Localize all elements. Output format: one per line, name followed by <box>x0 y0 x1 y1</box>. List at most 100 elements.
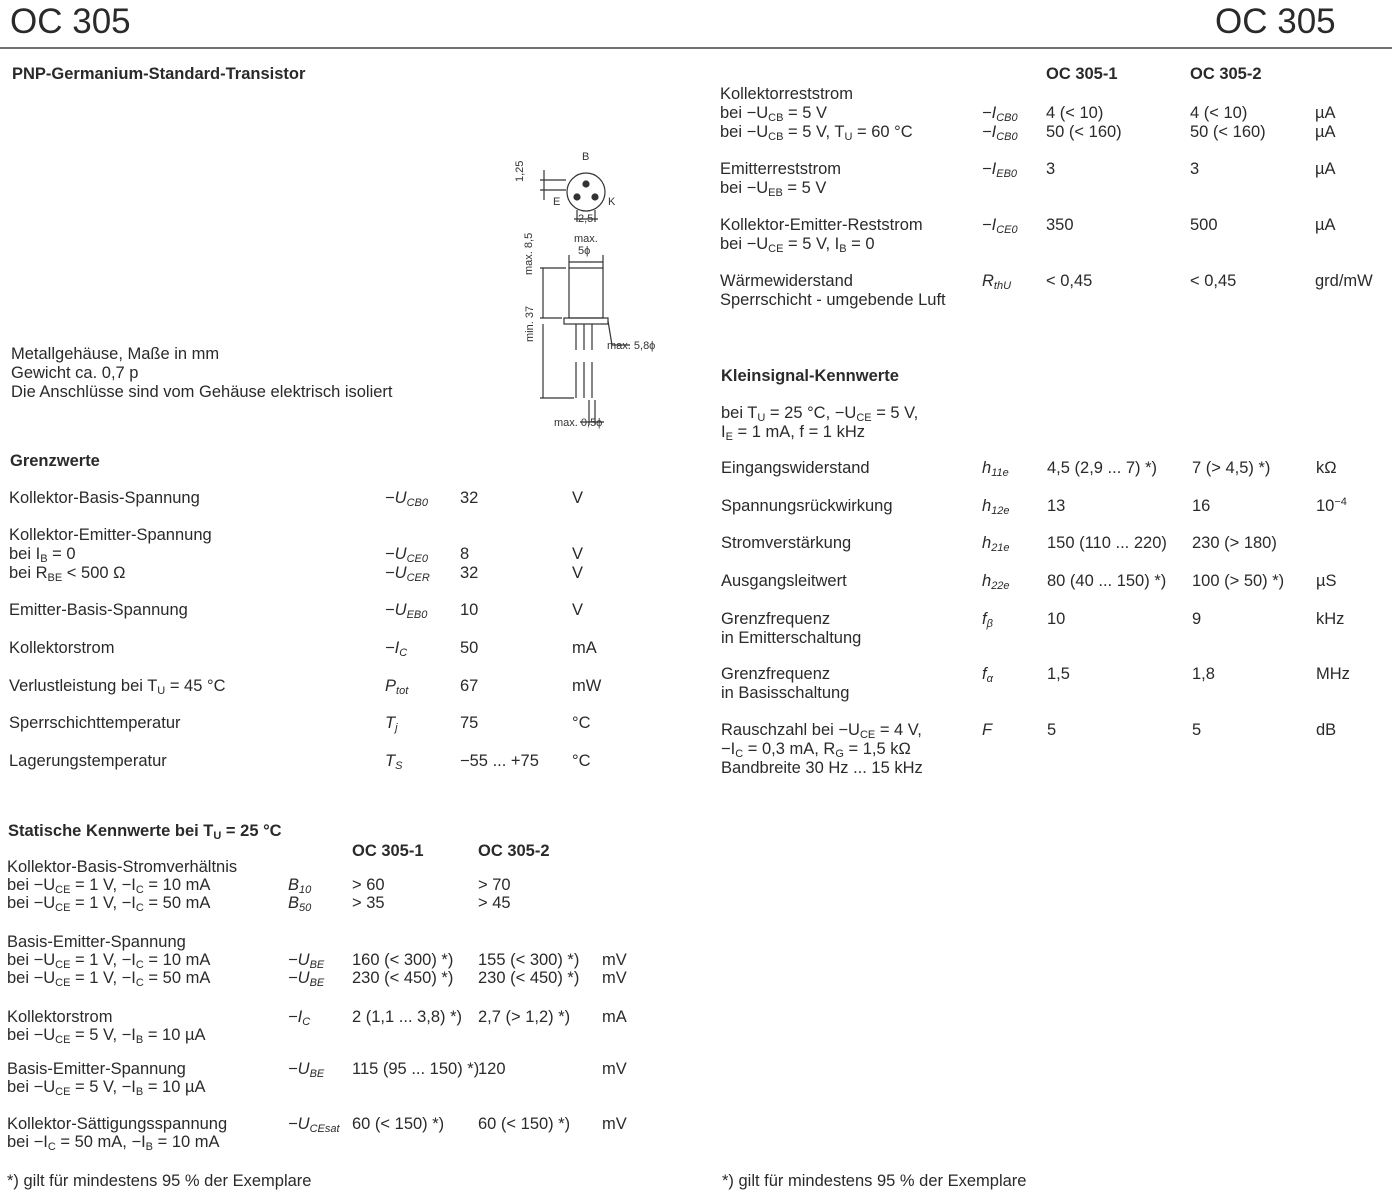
unit: mV <box>602 1060 627 1079</box>
symbol: Ptot <box>385 677 408 697</box>
text: T <box>385 752 396 770</box>
text: −I <box>721 740 736 758</box>
value: 3 <box>1190 160 1199 179</box>
symbol: TS <box>385 752 402 772</box>
text: kHz <box>1316 610 1345 628</box>
row-label: Kollektorstrom <box>9 639 114 658</box>
value: > 45 <box>478 894 511 913</box>
symbol: fα <box>982 665 993 685</box>
subscript: 11e <box>991 467 1009 479</box>
text: 100 (> 50) *) <box>1192 572 1285 590</box>
text: −I <box>982 216 997 234</box>
unit: grd/mW <box>1315 272 1373 291</box>
unit: 10−4 <box>1316 497 1347 516</box>
text: > 45 <box>478 894 511 912</box>
text: OC 305 <box>10 2 131 41</box>
value: 230 (> 180) <box>1192 534 1277 553</box>
text: mV <box>602 969 627 987</box>
text: 50 (< 160) <box>1190 123 1266 141</box>
row-label: Eingangswiderstand <box>721 459 870 478</box>
value: −55 ... +75 <box>460 752 539 771</box>
text: = 25 °C <box>221 822 282 840</box>
unit: kΩ <box>1316 459 1337 478</box>
drawing-label: K <box>608 196 616 208</box>
row-label: bei RBE < 500 Ω <box>9 564 125 584</box>
drawing-label: B <box>582 151 589 163</box>
text: Grenzfrequenz <box>721 665 831 683</box>
value: 1,8 <box>1192 665 1215 684</box>
subscript: thU <box>993 280 1012 292</box>
value: 150 (110 ... 220) <box>1047 534 1167 553</box>
symbol: h11e <box>982 459 1009 479</box>
text: bei −U <box>720 123 769 141</box>
subscript: CB0 <box>406 497 428 509</box>
text: °C <box>572 752 591 770</box>
unit: µA <box>1315 123 1336 142</box>
text: bei −U <box>720 104 769 122</box>
text: 500 <box>1190 216 1218 234</box>
text: 2,7 (> 1,2) *) <box>478 1008 571 1026</box>
text: bei −U <box>7 876 56 894</box>
text: kΩ <box>1316 459 1337 477</box>
text: 155 (< 300) *) <box>478 951 580 969</box>
subscript: 21e <box>991 542 1010 554</box>
subscript: C <box>135 977 144 989</box>
text: OC 305-2 <box>1190 65 1262 83</box>
value: 13 <box>1047 497 1065 516</box>
subtitle: PNP-Germanium-Standard-Transistor <box>12 65 305 84</box>
value: 67 <box>460 677 478 696</box>
row-label: Kollektor-Emitter-Reststrom <box>720 216 923 235</box>
subscript: CE <box>856 412 872 424</box>
subscript: CE <box>768 243 784 255</box>
text: 3 <box>1190 160 1200 178</box>
symbol: F <box>982 721 992 740</box>
value: > 60 <box>352 876 385 895</box>
text: = 4 V, <box>875 721 922 739</box>
row-label: bei −UCE = 5 V, −IB = 10 µA <box>7 1026 206 1046</box>
text: bei I <box>9 545 41 563</box>
text: = 1 V, −I <box>70 951 136 969</box>
symbol: −ICB0 <box>982 104 1018 124</box>
row-label: Emitter-Basis-Spannung <box>9 601 188 620</box>
package-note: Gewicht ca. 0,7 p <box>11 364 138 383</box>
drawing-label: max. 5,8ϕ <box>607 340 655 352</box>
row-label: bei −UCE = 5 V, IB = 0 <box>720 235 875 255</box>
text: bei −U <box>7 894 56 912</box>
row-label: Basis-Emitter-Spannung <box>7 1060 186 1079</box>
text: 2 (1,1 ... 3,8) *) <box>352 1008 463 1026</box>
symbol: B50 <box>288 894 311 914</box>
unit: mV <box>602 1115 627 1134</box>
value: 16 <box>1192 497 1210 516</box>
text: mW <box>572 677 602 695</box>
drawing-label: max. 8,5 <box>523 233 535 275</box>
row-label: bei −UCE = 1 V, −IC = 50 mA <box>7 969 210 989</box>
value: 5 <box>1047 721 1056 740</box>
symbol: −IC <box>288 1008 310 1028</box>
text: 4 (< 10) <box>1046 104 1104 122</box>
text: = 5 V, −I <box>70 1026 136 1044</box>
text: f <box>982 665 987 683</box>
symbol: −ICE0 <box>982 216 1018 236</box>
drawing-label: min. 37 <box>524 306 536 342</box>
subscript: E <box>725 431 733 443</box>
text: 10 <box>1047 610 1066 628</box>
subscript: CE <box>55 902 71 914</box>
value: 60 (< 150) *) <box>352 1115 444 1134</box>
text: f <box>982 610 987 628</box>
text: 50 (< 160) <box>1046 123 1122 141</box>
row-label: Kollektor-Emitter-Spannung <box>9 526 212 545</box>
subscript: 22e <box>991 580 1010 592</box>
row-label: Stromverstärkung <box>721 534 851 553</box>
row-label: −IC = 0,3 mA, RG = 1,5 kΩ <box>721 740 911 760</box>
text: 32 <box>460 489 479 507</box>
value: 8 <box>460 545 469 564</box>
section-title: Statische Kennwerte bei TU = 25 °C <box>8 822 282 842</box>
row-label: Kollektor-Basis-Spannung <box>9 489 200 508</box>
row-label: Rauschzahl bei −UCE = 4 V, <box>721 721 922 741</box>
text: −I <box>982 104 997 122</box>
unit: V <box>572 489 583 508</box>
text: 230 (< 450) *) <box>478 969 580 987</box>
text: = 10 mA <box>143 876 211 894</box>
row-label: Grenzfrequenz <box>721 665 830 684</box>
symbol: −UCER <box>385 564 430 584</box>
